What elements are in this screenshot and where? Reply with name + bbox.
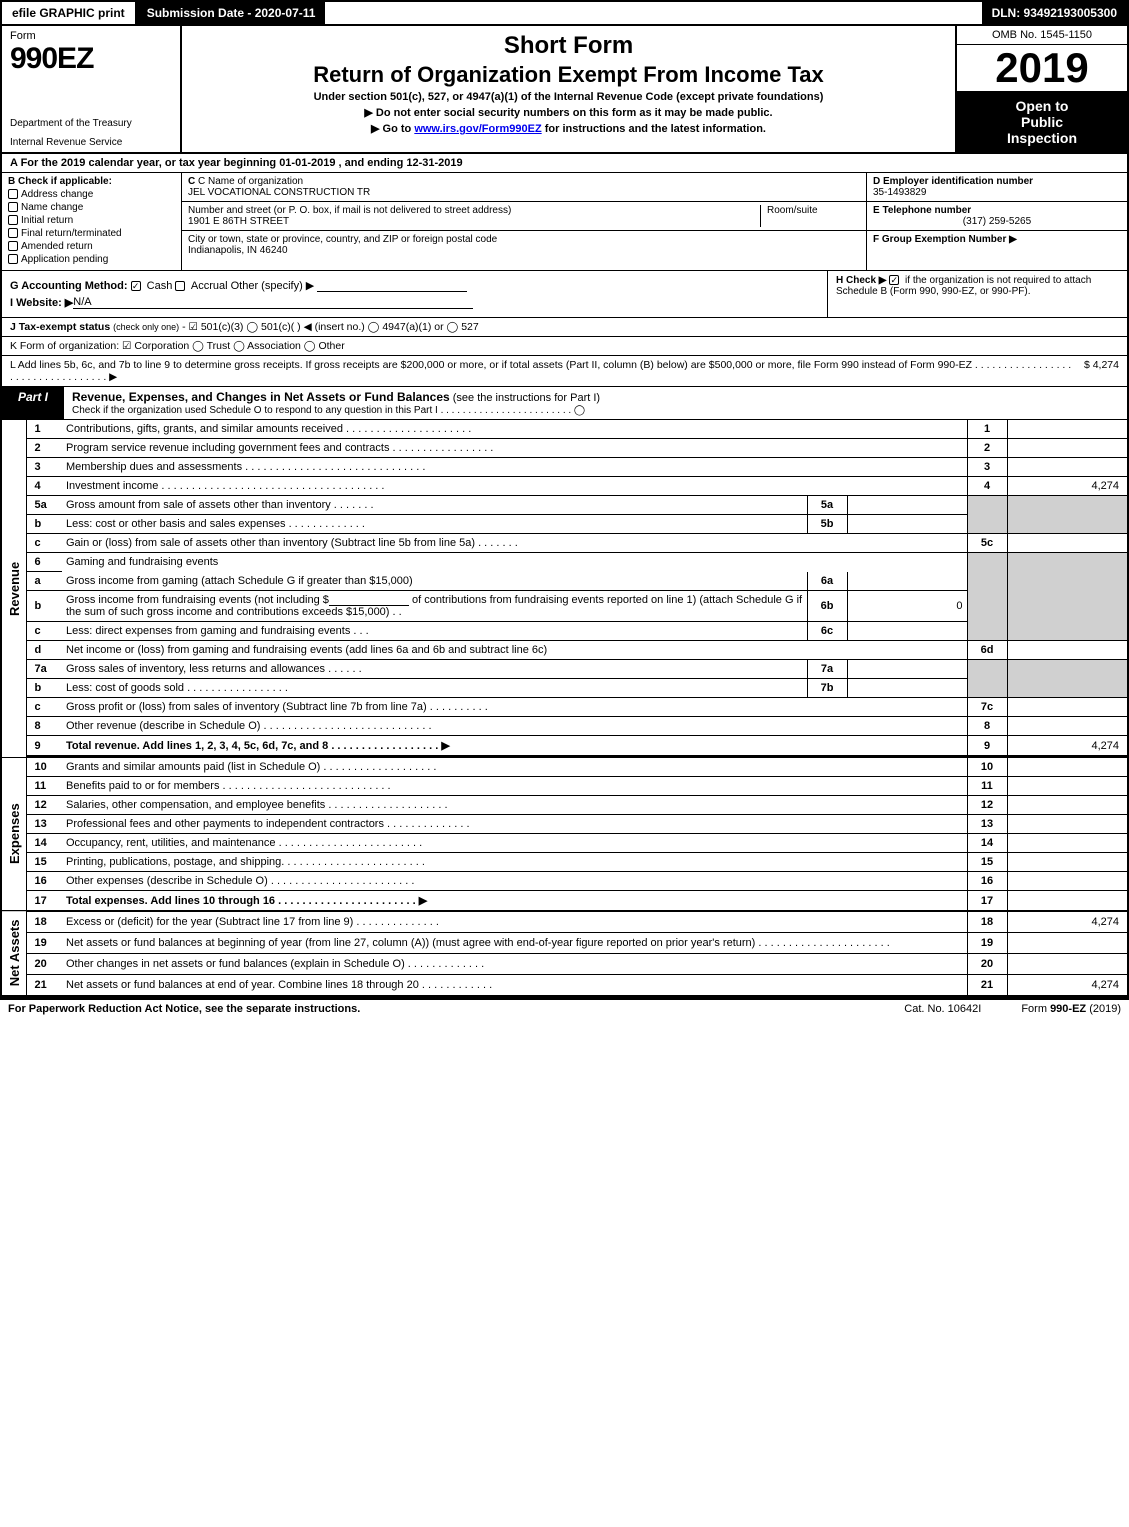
line-18-amount: 4,274 [1007,911,1127,932]
website-value: N/A [73,296,473,309]
chk-schedule-b-not-required[interactable] [889,275,899,285]
part-i-header: Part I Revenue, Expenses, and Changes in… [2,387,1127,420]
form-990ez-page: efile GRAPHIC print Submission Date - 20… [0,0,1129,998]
section-bcd: B Check if applicable: Address change Na… [2,173,1127,271]
form-label: Form [10,30,172,42]
line-10-amount [1007,757,1127,777]
line-14-amount [1007,834,1127,853]
chk-cash[interactable] [131,281,141,291]
paperwork-notice: For Paperwork Reduction Act Notice, see … [8,1003,864,1015]
d-ein-label: D Employer identification number [873,176,1033,187]
subtitle-goto: ▶ Go to www.irs.gov/Form990EZ for instru… [190,122,947,135]
line-19-amount [1007,932,1127,953]
omb-number: OMB No. 1545-1150 [957,26,1127,45]
e-phone-label: E Telephone number [873,205,971,216]
col-gi: G Accounting Method: Cash Accrual Other … [2,271,827,317]
c-city-label: City or town, state or province, country… [188,234,860,245]
line-5b-amount [847,515,967,534]
row-a-tax-year: A For the 2019 calendar year, or tax yea… [2,154,1127,173]
line-3-amount [1007,458,1127,477]
top-bar: efile GRAPHIC print Submission Date - 20… [2,2,1127,26]
dept-irs: Internal Revenue Service [10,137,172,148]
page-footer: For Paperwork Reduction Act Notice, see … [0,998,1129,1018]
line-7b-amount [847,679,967,698]
line-7a-amount [847,660,967,679]
submission-date-button[interactable]: Submission Date - 2020-07-11 [137,2,328,24]
line-21-amount: 4,274 [1007,974,1127,995]
section-h: H Check ▶ if the organization is not req… [827,271,1127,317]
other-specify-input[interactable] [317,291,467,292]
form-ref: Form 990-EZ (2019) [1021,1003,1121,1015]
line-6c-amount [847,622,967,641]
line-4-amount: 4,274 [1007,477,1127,496]
org-street: 1901 E 86TH STREET [188,216,760,227]
title-main: Return of Organization Exempt From Incom… [190,62,947,88]
chk-final-return[interactable] [8,228,18,238]
header-left: Form 990EZ Department of the Treasury In… [2,26,182,152]
header-right: OMB No. 1545-1150 2019 Open to Public In… [957,26,1127,152]
part-i-tab: Part I [2,387,64,419]
line-2-amount [1007,439,1127,458]
row-k-form-of-org: K Form of organization: ☑ Corporation ◯ … [2,337,1127,356]
org-name: JEL VOCATIONAL CONSTRUCTION TR [188,187,860,198]
part-i-title: Revenue, Expenses, and Changes in Net As… [64,387,1127,419]
line-17-total-expenses [1007,891,1127,912]
line-5a-amount [847,496,967,515]
room-suite-label: Room/suite [760,205,860,227]
row-j-tax-exempt: J Tax-exempt status (check only one) - ☑… [2,318,1127,337]
section-def: D Employer identification number 35-1493… [867,173,1127,270]
b-label: B Check if applicable: [8,176,112,187]
gross-receipts-amount: $ 4,274 [1076,359,1119,383]
f-group-exemption-label: F Group Exemption Number ▶ [873,234,1017,245]
part-i-table: Revenue 1 Contributions, gifts, grants, … [2,420,1127,996]
i-website: I Website: ▶N/A [10,296,819,309]
catalog-number: Cat. No. 10642I [864,1003,1021,1015]
line-11-amount [1007,777,1127,796]
chk-accrual[interactable] [175,281,185,291]
form-number: 990EZ [10,42,172,76]
chk-name-change[interactable] [8,202,18,212]
line-5c-amount [1007,534,1127,553]
line-6a-amount [847,572,967,591]
dept-treasury: Department of the Treasury [10,118,172,129]
phone-value: (317) 259-5265 [873,216,1121,227]
line-20-amount [1007,953,1127,974]
ein-value: 35-1493829 [873,187,926,198]
line-6b-amount: 0 [847,591,967,622]
tax-year: 2019 [957,45,1127,92]
form-header: Form 990EZ Department of the Treasury In… [2,26,1127,154]
line-12-amount [1007,796,1127,815]
chk-initial-return[interactable] [8,215,18,225]
line-16-amount [1007,872,1127,891]
line-7c-amount [1007,698,1127,717]
row-l-gross-receipts: L Add lines 5b, 6c, and 7b to line 9 to … [2,356,1127,387]
line-8-amount [1007,717,1127,736]
irs-link[interactable]: www.irs.gov/Form990EZ [414,123,541,135]
org-city: Indianapolis, IN 46240 [188,245,860,256]
c-name-label: C C Name of organization [188,176,860,187]
section-b-checkboxes: B Check if applicable: Address change Na… [2,173,182,270]
g-accounting-method: G Accounting Method: Cash Accrual Other … [10,279,819,292]
line-13-amount [1007,815,1127,834]
chk-address-change[interactable] [8,189,18,199]
revenue-side-label: Revenue [2,420,26,757]
section-ghi: G Accounting Method: Cash Accrual Other … [2,271,1127,318]
subtitle-section: Under section 501(c), 527, or 4947(a)(1)… [190,91,947,103]
line-9-total-revenue: 4,274 [1007,736,1127,756]
header-middle: Short Form Return of Organization Exempt… [182,26,957,152]
net-assets-side-label: Net Assets [2,911,26,995]
chk-amended-return[interactable] [8,241,18,251]
chk-application-pending[interactable] [8,254,18,264]
line-15-amount [1007,853,1127,872]
efile-print-button[interactable]: efile GRAPHIC print [2,2,137,24]
expenses-side-label: Expenses [2,757,26,911]
c-street-label: Number and street (or P. O. box, if mail… [188,205,760,216]
open-inspection-badge: Open to Public Inspection [957,92,1127,152]
line-1-amount [1007,420,1127,439]
line-6d-amount [1007,641,1127,660]
subtitle-ssn-warning: ▶ Do not enter social security numbers o… [190,106,947,119]
section-c-org-info: C C Name of organization JEL VOCATIONAL … [182,173,867,270]
dln-label: DLN: 93492193005300 [982,2,1127,24]
title-short-form: Short Form [190,32,947,60]
